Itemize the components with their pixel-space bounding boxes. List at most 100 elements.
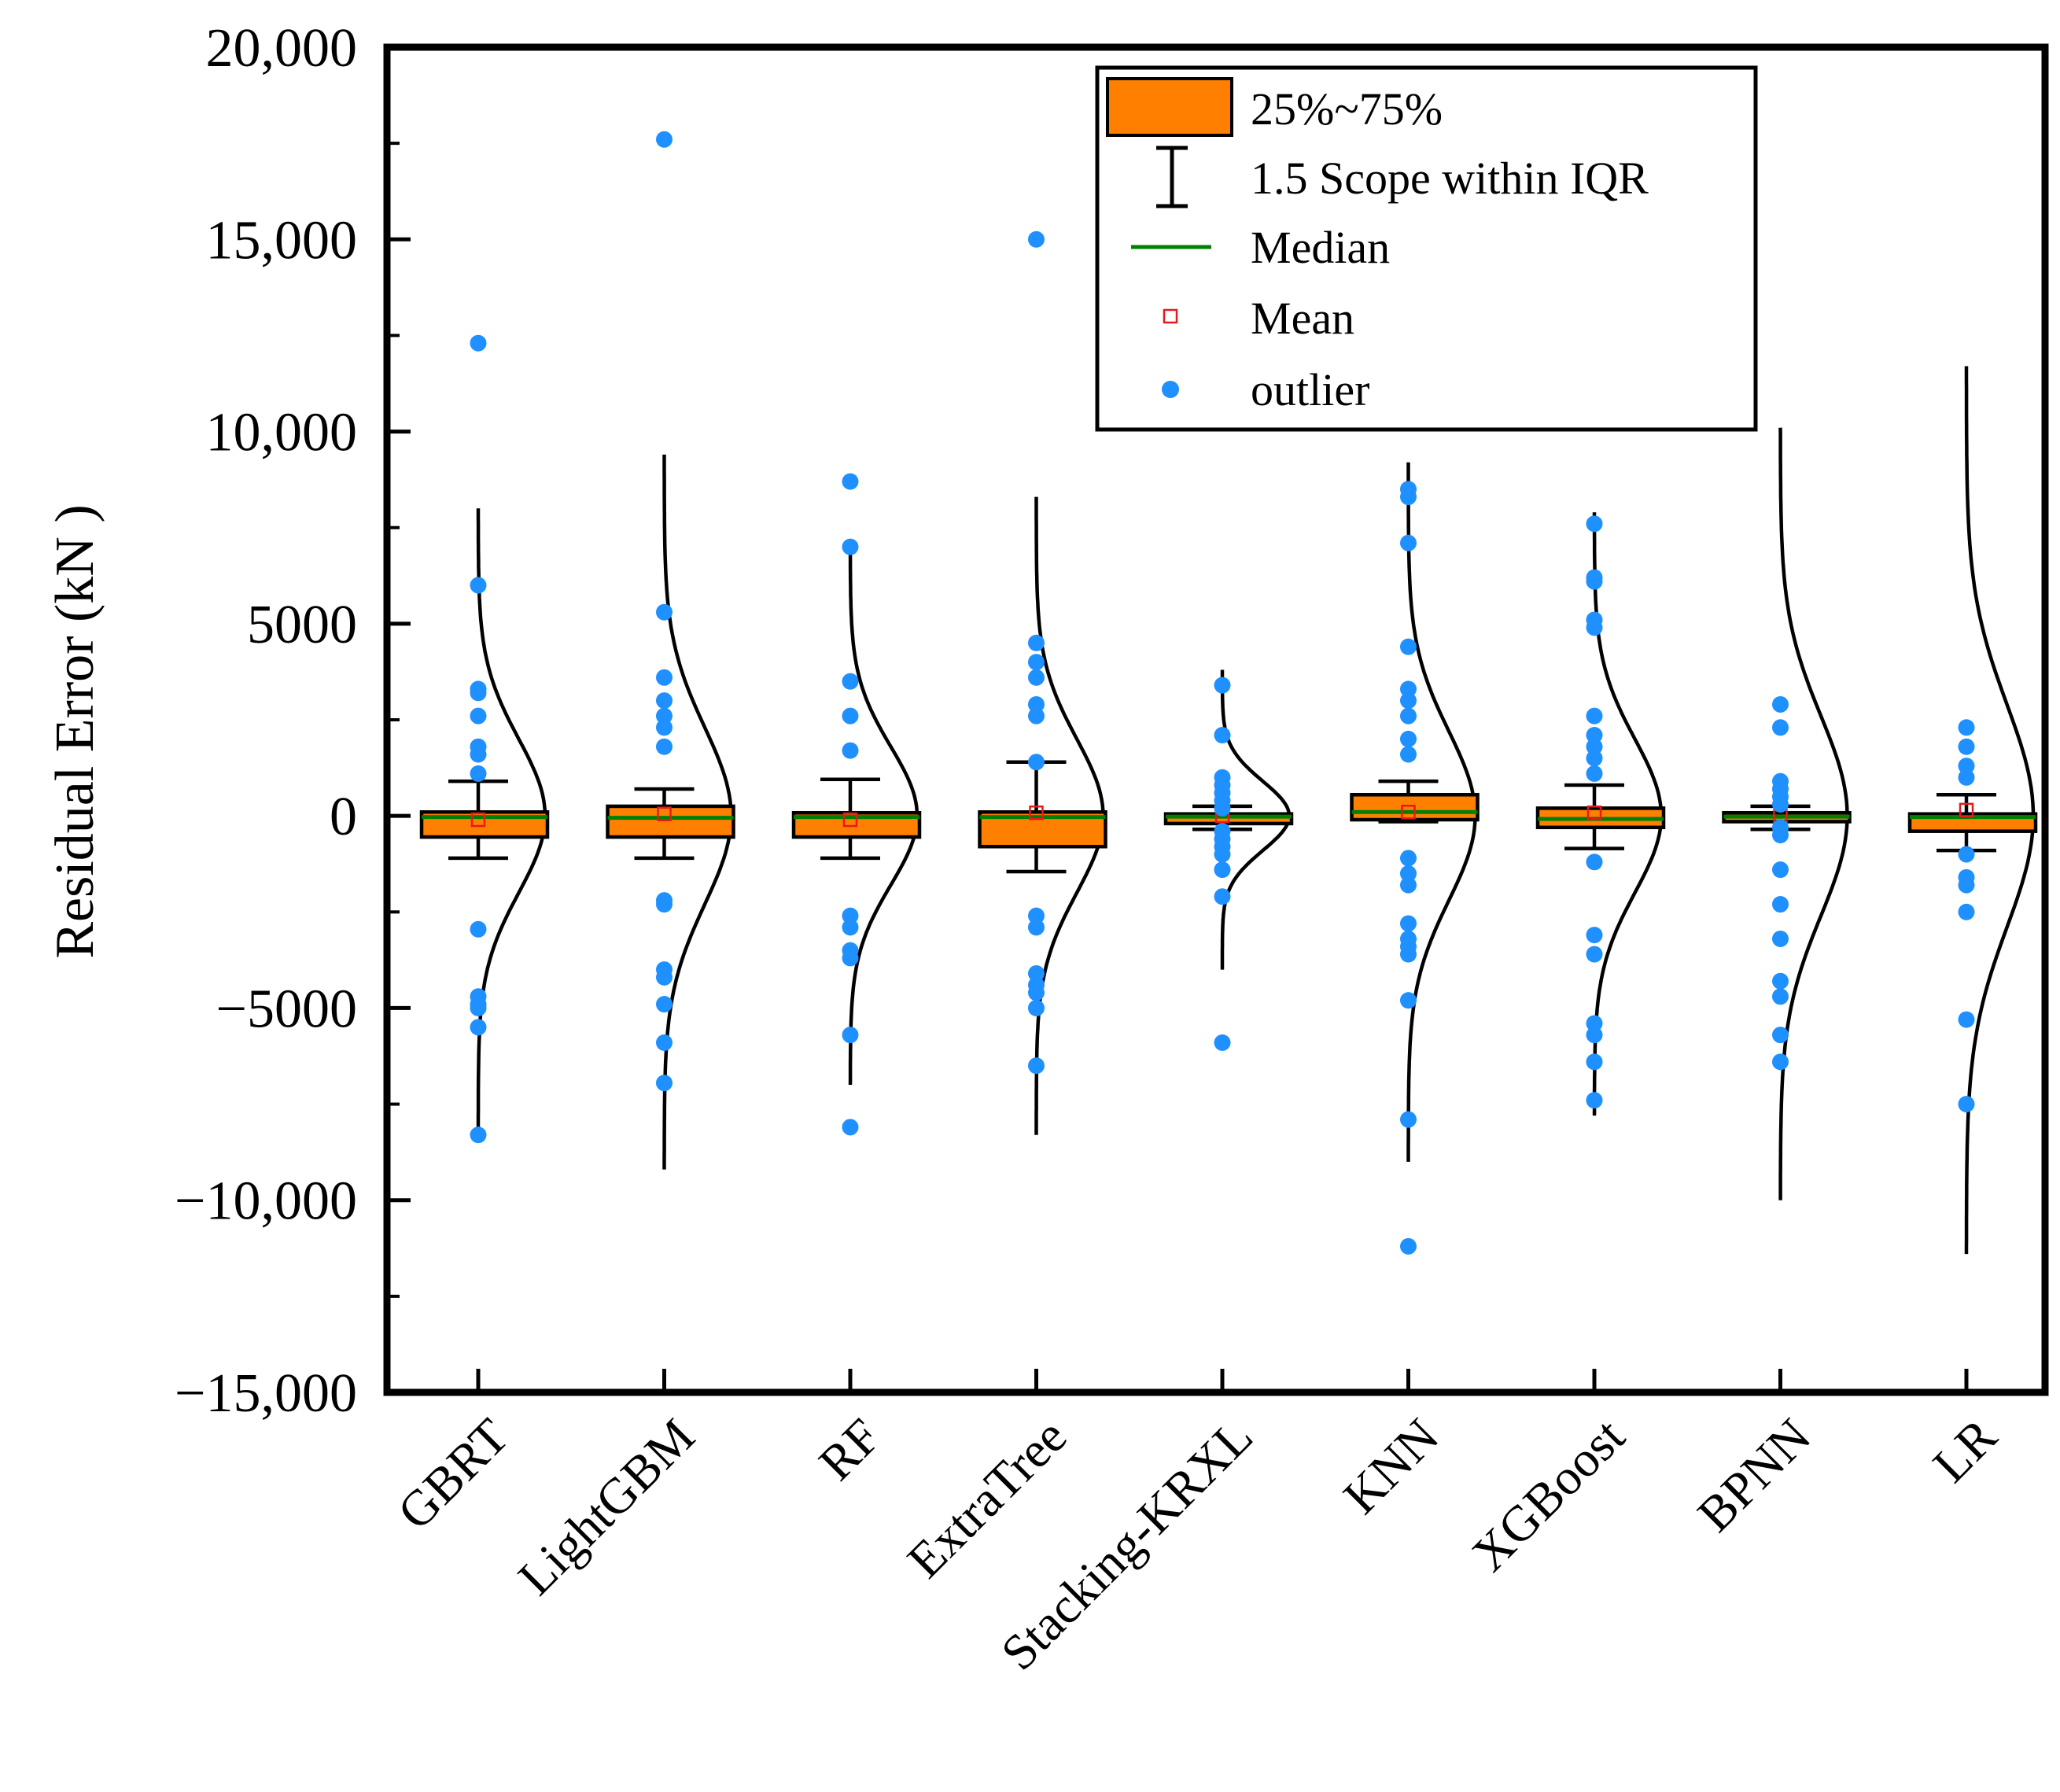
outlier-point	[1028, 919, 1045, 936]
outlier-point	[1586, 1027, 1603, 1044]
outlier-point	[1586, 515, 1603, 533]
outlier-point	[656, 692, 673, 710]
series-bpnn	[1722, 427, 1852, 1200]
legend-outlier-swatch	[1162, 381, 1179, 398]
legend-whisker-label: 1.5 Scope within IQR	[1251, 153, 1649, 204]
outlier-point	[1028, 754, 1045, 771]
mean-marker	[1401, 805, 1416, 820]
outlier-point	[470, 1126, 487, 1144]
outlier-point	[1958, 876, 1975, 894]
outlier-point	[1400, 707, 1417, 725]
outlier-point	[470, 920, 487, 938]
legend-median-label: Median	[1251, 222, 1390, 273]
mean-marker	[1586, 805, 1602, 820]
outlier-point	[1586, 707, 1603, 725]
outlier-point	[1214, 727, 1231, 744]
outlier-point	[1214, 888, 1231, 905]
series-knn	[1350, 462, 1480, 1255]
outlier-point	[1028, 707, 1045, 725]
series-lightgbm	[606, 131, 735, 1170]
mean-marker	[1029, 805, 1044, 820]
outlier-point	[1400, 915, 1417, 932]
plot-area	[419, 131, 2038, 1255]
outlier-point	[1028, 1057, 1045, 1075]
outlier-point	[1028, 230, 1045, 248]
outlier-point	[1400, 1237, 1417, 1255]
outlier-point	[1400, 489, 1417, 506]
legend-mean-label: Mean	[1251, 293, 1354, 344]
outlier-point	[656, 896, 673, 913]
outlier-point	[1586, 765, 1603, 782]
legend-whisker-icon	[1156, 146, 1188, 208]
outlier-point	[1400, 1111, 1417, 1128]
y-tick-label: −5000	[216, 979, 357, 1039]
x-tick-label: RF	[808, 1408, 891, 1491]
outlier-point	[1028, 654, 1045, 671]
outlier-point	[1400, 876, 1417, 894]
outlier-point	[1400, 850, 1417, 867]
outlier-point	[1400, 730, 1417, 747]
outlier-point	[1586, 750, 1603, 767]
outlier-point	[1028, 907, 1045, 924]
outlier-point	[1400, 534, 1417, 551]
series-lr	[1907, 366, 2038, 1255]
outlier-point	[1214, 846, 1231, 863]
x-tick-label: LightGBM	[507, 1408, 705, 1606]
outlier-point	[470, 746, 487, 763]
outlier-point	[1400, 638, 1417, 655]
series-extratree	[978, 230, 1107, 1135]
outlier-point	[842, 707, 859, 725]
outlier-point	[470, 999, 487, 1016]
outlier-point	[656, 1075, 673, 1092]
outlier-point	[1028, 634, 1045, 651]
outlier-point	[1772, 695, 1789, 713]
outlier-point	[1772, 930, 1789, 947]
outlier-point	[470, 707, 487, 725]
outlier-point	[1958, 846, 1975, 863]
outlier-point	[656, 719, 673, 736]
y-tick-label: 20,000	[206, 18, 358, 79]
outlier-point	[656, 131, 673, 148]
y-tick-label: 5000	[247, 595, 357, 655]
outlier-point	[1586, 727, 1603, 744]
outlier-point	[1772, 861, 1789, 879]
outlier-point	[470, 765, 487, 782]
outlier-point	[842, 742, 859, 759]
outlier-point	[842, 1119, 859, 1136]
y-tick-label: −15,000	[175, 1363, 357, 1424]
outlier-point	[1028, 999, 1045, 1016]
outlier-point	[842, 1027, 859, 1044]
legend-mean-swatch	[1163, 308, 1178, 324]
outlier-point	[470, 334, 487, 352]
outlier-point	[656, 669, 673, 686]
outlier-point	[1958, 758, 1975, 775]
outlier-point	[1958, 1011, 1975, 1028]
legend: 25%~75% 1.5 Scope within IQR Median Mean…	[1095, 65, 1758, 432]
outlier-point	[1400, 680, 1417, 698]
outlier-point	[1028, 695, 1045, 713]
outlier-point	[1028, 964, 1045, 982]
outlier-point	[470, 684, 487, 702]
outlier-point	[1772, 972, 1789, 990]
outlier-point	[1214, 677, 1231, 694]
outlier-point	[1028, 669, 1045, 686]
outlier-point	[1772, 827, 1789, 844]
outlier-point	[1214, 1034, 1231, 1051]
y-tick-label: 15,000	[206, 210, 358, 271]
mean-marker	[657, 806, 672, 821]
outlier-point	[1772, 896, 1789, 913]
mean-marker	[470, 812, 486, 828]
outlier-point	[1958, 903, 1975, 920]
outlier-point	[470, 577, 487, 594]
outlier-point	[842, 538, 859, 555]
outlier-point	[1586, 946, 1603, 963]
outlier-point	[656, 707, 673, 725]
outlier-point	[842, 919, 859, 936]
outlier-point	[842, 673, 859, 690]
x-tick-label: LR	[1922, 1407, 2007, 1492]
x-tick-label: BPNN	[1686, 1408, 1821, 1543]
x-tick-label: ExtraTree	[897, 1408, 1078, 1589]
outlier-point	[1772, 988, 1789, 1005]
outlier-point	[842, 949, 859, 967]
outlier-point	[1028, 984, 1045, 1001]
